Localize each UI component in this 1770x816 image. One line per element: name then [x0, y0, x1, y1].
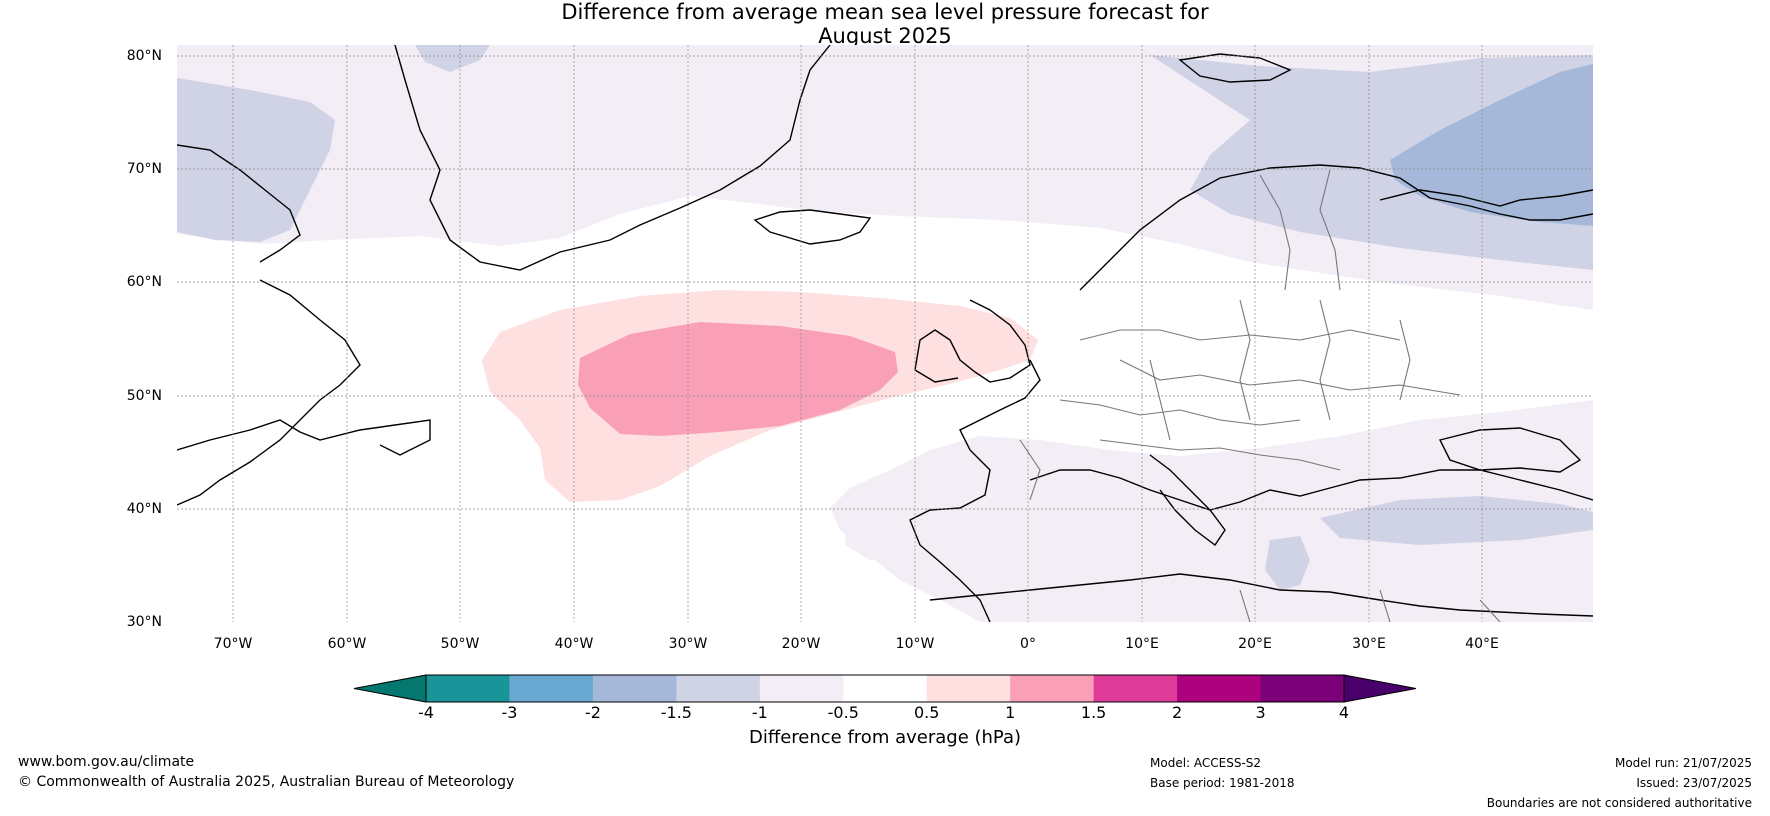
- lon-label-70w: 70°W: [213, 636, 253, 652]
- colorbar-tick-label: 1: [1005, 703, 1016, 722]
- colorbar-segment: [676, 675, 761, 702]
- lon-label-10w: 10°W: [895, 636, 935, 652]
- colorbar-tick-label: -2: [584, 703, 601, 722]
- lon-label-40w: 40°W: [554, 636, 594, 652]
- anomaly-region-minus-1-northeast: [1150, 55, 1593, 270]
- colorbar-label: Difference from average (hPa): [748, 727, 1022, 748]
- lon-label-30e: 30°E: [1352, 636, 1386, 652]
- anomaly-region-minus-1-aegean: [1265, 536, 1310, 590]
- coast-scandinavia: [1079, 164, 1593, 291]
- colorbar-extend-high: [1343, 674, 1417, 703]
- colorbar-segment: [843, 675, 928, 702]
- anomaly-region-minus-1-northwest: [177, 78, 335, 242]
- coast-canada-arctic: [177, 144, 301, 263]
- anomaly-region-minus-1-5-scandinavia: [1390, 64, 1593, 226]
- colorbar-tick-label: 4: [1338, 703, 1350, 722]
- coast-black-sea: [1438, 427, 1582, 473]
- lat-label-40n: 40°N: [126, 501, 162, 517]
- coast-svalbard: [1178, 53, 1292, 83]
- colorbar-segment: [1177, 675, 1262, 702]
- footer-url: www.bom.gov.au/climate: [18, 754, 195, 770]
- coast-mediterranean-north: [1029, 469, 1593, 511]
- footer-copyright: © Commonwealth of Australia 2025, Austra…: [18, 774, 515, 790]
- lat-label-30n: 30°N: [126, 614, 162, 630]
- colorbar-segment: [759, 675, 844, 702]
- graticule: [177, 45, 1593, 622]
- country-borders: [1019, 169, 1501, 622]
- footer-disclaimer: Boundaries are not considered authoritat…: [1486, 796, 1752, 810]
- footer-model-run: Model run: 21/07/2025: [1614, 756, 1752, 770]
- colorbar-tick-label: -0.5: [827, 703, 859, 722]
- coast-north-africa: [929, 573, 1593, 617]
- title-line-2: August 2025: [818, 24, 952, 48]
- colorbar-tick-label: -4: [418, 703, 434, 722]
- coast-iceland: [753, 209, 872, 245]
- coast-italy: [1149, 454, 1226, 547]
- colorbar-tick-label: 2: [1171, 703, 1183, 722]
- coast-gulf-stlawrence: [177, 419, 431, 456]
- footer-base-period: Base period: 1981-2018: [1150, 776, 1295, 790]
- colorbar-segment: [592, 675, 677, 702]
- coast-greenland: [394, 45, 831, 271]
- colorbar-frame: [425, 674, 1345, 703]
- lon-label-0: 0°: [1020, 636, 1036, 652]
- colorbar-segment: [509, 675, 594, 702]
- footer-issued: Issued: 23/07/2025: [1636, 776, 1752, 790]
- colorbar-segment: [1093, 675, 1178, 702]
- lat-label-60n: 60°N: [126, 274, 162, 290]
- colorbar-segment: [926, 675, 1011, 702]
- colorbar-tick-label: 0.5: [913, 703, 940, 722]
- colorbar-extend-low: [353, 674, 427, 703]
- footer-model: Model: ACCESS-S2: [1150, 756, 1262, 770]
- colorbar-segment: [1010, 675, 1095, 702]
- coast-russia-arctic: [1379, 189, 1593, 207]
- lon-label-30w: 30°W: [668, 636, 708, 652]
- lon-label-20w: 20°W: [781, 636, 821, 652]
- lat-label-50n: 50°N: [126, 388, 162, 404]
- lon-label-60w: 60°W: [327, 636, 367, 652]
- map-title: Difference from average mean sea level p…: [0, 0, 1770, 48]
- lon-label-10e: 10°E: [1125, 636, 1159, 652]
- title-line-1: Difference from average mean sea level p…: [561, 0, 1209, 24]
- lat-label-80n: 80°N: [126, 48, 162, 64]
- colorbar-tick-label: -3: [501, 703, 518, 722]
- anomaly-region-minus-1-mediterranean: [1320, 496, 1593, 545]
- coastlines: [177, 45, 1593, 622]
- colorbar-tick-label: -1: [751, 703, 768, 722]
- colorbar-tick-label: 3: [1255, 703, 1266, 722]
- anomaly-region-plus-1-core: [578, 322, 898, 436]
- lon-label-40e: 40°E: [1465, 636, 1499, 652]
- lon-label-20e: 20°E: [1238, 636, 1272, 652]
- coast-british-isles: [914, 299, 1031, 383]
- colorbar-segment: [1260, 675, 1345, 702]
- coast-europe-west: [909, 359, 1041, 622]
- anomaly-region-minus-1-topcenter: [415, 45, 490, 72]
- colorbar-tick-label: 1.5: [1080, 703, 1107, 722]
- coast-labrador: [177, 279, 361, 506]
- lon-label-50w: 50°W: [440, 636, 480, 652]
- colorbar-segment: [426, 675, 510, 702]
- colorbar-tick-label: -1.5: [660, 703, 692, 722]
- lat-label-70n: 70°N: [126, 161, 162, 177]
